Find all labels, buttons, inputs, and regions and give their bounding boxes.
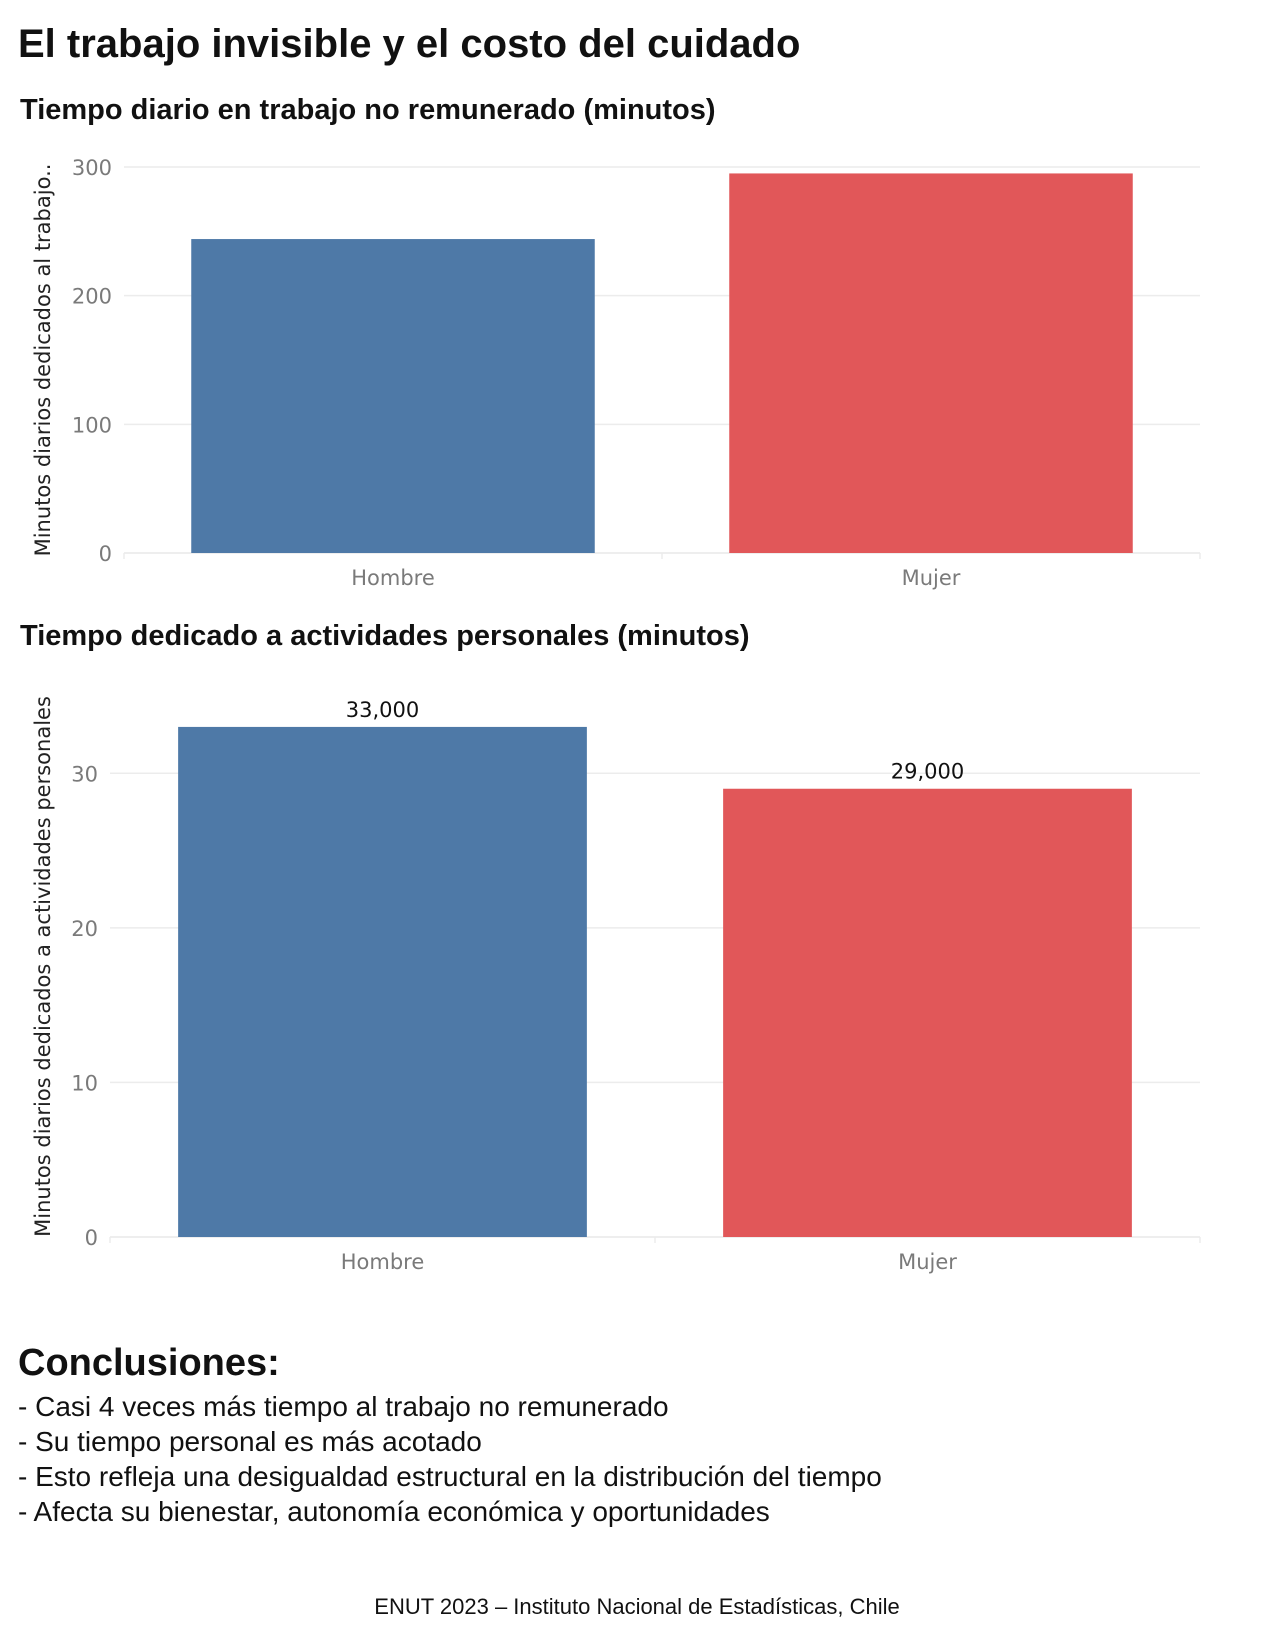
y-tick-label: 0 xyxy=(99,542,112,566)
y-tick-label: 200 xyxy=(72,285,112,309)
bar-hombre xyxy=(191,239,595,553)
x-tick-label: Hombre xyxy=(341,1250,425,1274)
conclusions-section: Conclusiones: - Casi 4 veces más tiempo … xyxy=(18,1342,882,1529)
conclusion-item: - Esto refleja una desigualdad estructur… xyxy=(18,1461,882,1492)
conclusion-item: - Casi 4 veces más tiempo al trabajo no … xyxy=(18,1391,669,1422)
y-tick-label: 0 xyxy=(85,1226,98,1250)
y-axis-title: Minutos diarios dedicados al trabajo.. xyxy=(31,164,55,557)
chart2-title: Tiempo dedicado a actividades personales… xyxy=(20,620,750,652)
bar-mujer xyxy=(723,788,1132,1237)
chart1-unpaid-work: 0 100 200 300 Hombre Mujer Minutos diarios ded… xyxy=(31,156,1201,590)
conclusions-title: Conclusiones: xyxy=(18,1342,280,1384)
chart1-title: Tiempo diario en trabajo no remunerado (… xyxy=(20,94,716,126)
x-tick-label: Mujer xyxy=(898,1250,957,1274)
y-tick-label: 100 xyxy=(72,413,112,437)
y-tick-label: 10 xyxy=(71,1071,98,1095)
page-title: El trabajo invisible y el costo del cuid… xyxy=(18,22,801,66)
chart2-personal-activities: 0 10 20 30 Hombre 33,000 Mujer 29,000 Minutos di… xyxy=(31,696,1201,1274)
y-tick-label: 300 xyxy=(72,156,112,180)
bar-hombre xyxy=(178,726,587,1237)
conclusion-item: - Afecta su bienestar, autonomía económi… xyxy=(18,1496,770,1527)
conclusions-list: - Casi 4 veces más tiempo al trabajo no … xyxy=(18,1389,882,1529)
bar-mujer xyxy=(729,173,1133,553)
conclusion-item: - Su tiempo personal es más acotado xyxy=(18,1426,482,1457)
y-tick-label: 20 xyxy=(71,917,98,941)
source-footer: ENUT 2023 – Instituto Nacional de Estadí… xyxy=(374,1594,900,1619)
y-tick-label: 30 xyxy=(71,762,98,786)
data-label: 33,000 xyxy=(346,698,419,722)
data-label: 29,000 xyxy=(891,760,964,784)
y-axis-title: Minutos diarios dedicados a actividades … xyxy=(31,696,55,1237)
x-tick-label: Mujer xyxy=(902,566,961,590)
x-tick-label: Hombre xyxy=(351,566,435,590)
